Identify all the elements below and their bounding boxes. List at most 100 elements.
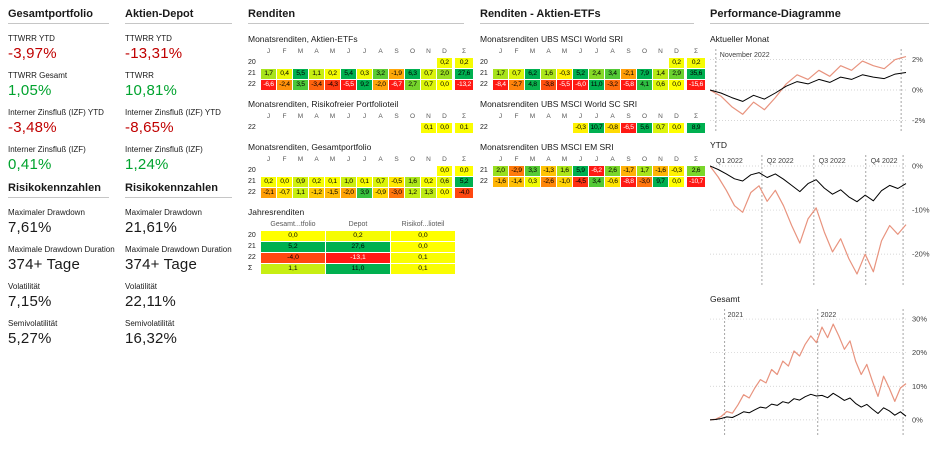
month-header: M [529, 156, 536, 163]
column-header: Risikof...lioteil [401, 221, 445, 228]
month-header: O [409, 48, 416, 55]
metric: Interner Zinsfluß (IZF) 1,24% [125, 145, 248, 173]
return-cell: -3,8 [541, 80, 556, 90]
return-cell [293, 123, 308, 133]
return-cell: -2,6 [541, 177, 556, 187]
return-cell: -1,6 [493, 177, 508, 187]
month-header: Σ [461, 156, 467, 163]
year-value-cell: -4,0 [261, 253, 325, 263]
month-header: J [498, 156, 503, 163]
monthly-returns-table: Monatsrenditen UBS MSCI World SC SRI J F M A… [480, 99, 710, 133]
return-cell: 2,0 [437, 69, 452, 79]
month-header: J [578, 156, 583, 163]
return-cell [653, 58, 668, 68]
month-header: Σ [693, 113, 699, 120]
return-cell [405, 166, 420, 176]
return-cell [357, 123, 372, 133]
month-header: S [626, 113, 631, 120]
month-header: D [674, 48, 679, 55]
return-cell [525, 123, 540, 133]
month-header: A [610, 113, 615, 120]
metric-label: Volatilität [125, 282, 158, 291]
return-cell: 0,3 [357, 69, 372, 79]
return-cell: -0,3 [669, 166, 684, 176]
chart-block-ytd: YTD 0% -10% -20% Q1 2022 Q2 2022 Q3 2022 Q4 20… [710, 140, 945, 287]
year-value-cell: 0,1 [391, 253, 455, 263]
metric-label: Interner Zinsfluß (IZF) [8, 145, 86, 154]
month-header: J [362, 48, 367, 55]
month-header: J [594, 48, 599, 55]
return-cell [405, 123, 420, 133]
month-header: O [641, 48, 648, 55]
return-cell: 1,6 [557, 166, 572, 176]
month-header: M [297, 113, 304, 120]
return-cell: 0,2 [261, 177, 276, 187]
month-header: S [394, 113, 399, 120]
return-cell: 3,3 [525, 166, 540, 176]
month-header: M [329, 48, 336, 55]
month-header: O [409, 156, 416, 163]
month-header: D [674, 113, 679, 120]
return-cell: -0,9 [373, 188, 388, 198]
chart-title-aktueller-monat: Aktueller Monat [710, 34, 770, 44]
return-cell: 2,4 [589, 69, 604, 79]
section-title-risikokennzahlen: Risikokennzahlen [8, 182, 109, 198]
return-cell: 2,0 [493, 166, 508, 176]
year-label: 21 [248, 243, 256, 250]
return-cell: 5,2 [573, 69, 588, 79]
return-cell: 6,2 [525, 69, 540, 79]
return-cell: 1,7 [493, 69, 508, 79]
month-header: A [378, 113, 383, 120]
year-label: 21 [248, 178, 256, 185]
month-header: N [658, 113, 663, 120]
return-cell [373, 58, 388, 68]
year-label: 20 [248, 232, 256, 239]
metric: Maximaler Drawdown 7,61% [8, 208, 125, 236]
table-title: Monatsrenditen UBS MSCI World SC SRI [480, 99, 638, 109]
return-cell [277, 166, 292, 176]
return-cell: 0,0 [437, 80, 452, 90]
month-header: J [362, 156, 367, 163]
return-cell [277, 58, 292, 68]
month-header: J [362, 113, 367, 120]
month-header: J [266, 113, 271, 120]
return-sum-cell: 35,6 [687, 69, 705, 79]
return-cell: 0,1 [357, 177, 372, 187]
month-header: N [426, 156, 431, 163]
monthly-returns-table: Monatsrenditen UBS MSCI World SRI J F M A M J J… [480, 34, 710, 90]
return-cell: -3,0 [637, 177, 652, 187]
panel-performance-title: Performance-Diagramme [710, 8, 929, 24]
x-period-label: Q3 2022 [819, 158, 846, 165]
metric-label: Semivolatilität [125, 319, 175, 328]
month-header: F [514, 48, 519, 55]
return-cell: -0,5 [389, 177, 404, 187]
metric-label: TTWRR YTD [125, 34, 172, 43]
return-cell: 1,4 [653, 69, 668, 79]
month-header: N [658, 156, 663, 163]
return-cell: 1,6 [541, 69, 556, 79]
month-header: F [514, 113, 519, 120]
returns-row: 22 -2,1 -0,7 1,1 -1,2 -1,5 -2,0 3,9 -0,9 -3,0 1,2 1… [248, 188, 480, 198]
return-cell: 0,0 [277, 177, 292, 187]
month-header: F [514, 156, 519, 163]
return-cell: -8,4 [493, 80, 508, 90]
year-row: 21 5,2 27,6 0,0 [248, 242, 480, 252]
return-cell: 10,7 [589, 123, 604, 133]
return-cell: 1,7 [261, 69, 276, 79]
return-cell [389, 123, 404, 133]
panel-performance: Performance-Diagramme Aktueller Monat 2%… [710, 8, 945, 458]
return-cell: 2,7 [405, 80, 420, 90]
month-header: J [346, 113, 351, 120]
year-row: 22 -4,0 -13,1 0,1 [248, 253, 480, 263]
month-header: D [442, 156, 447, 163]
chart-block-gesamt: Gesamt 30% 20% 10% 0% 2021 2022 [710, 294, 945, 437]
return-cell: 3,9 [357, 188, 372, 198]
metric-value: 22,11% [125, 293, 176, 310]
return-cell [621, 58, 636, 68]
y-tick-label: 10% [912, 382, 927, 391]
metric: Maximale Drawdown Duration 374+ Tage [125, 245, 248, 273]
metric-label: Maximaler Drawdown [125, 208, 202, 217]
series-aktien-depot [710, 323, 907, 421]
